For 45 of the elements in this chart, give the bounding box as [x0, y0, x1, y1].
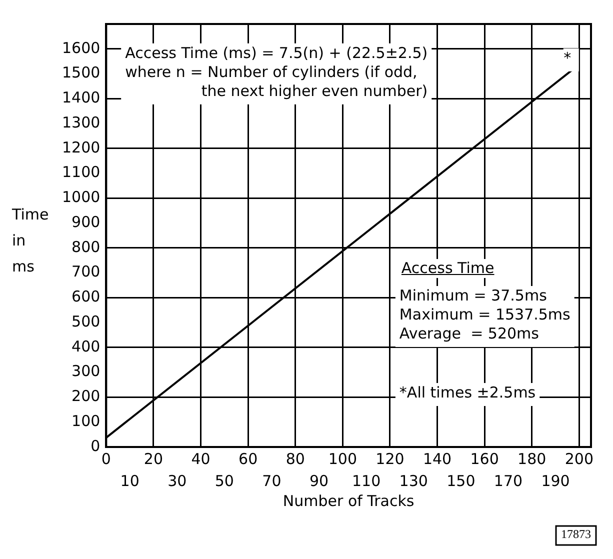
x2-tick-label: 110 [352, 472, 381, 490]
y-tick-label: 0 [90, 436, 100, 455]
y-tick-label: 1200 [62, 138, 100, 156]
y-tick-label: 1500 [62, 64, 100, 82]
x2-tick-label: 10 [120, 472, 140, 490]
y-tick-label: 1300 [62, 113, 100, 132]
x-tick-label: 20 [144, 450, 164, 468]
x-tick-label: 180 [518, 450, 546, 468]
x2-tick-label: 50 [214, 472, 234, 490]
x-tick-label: 140 [422, 450, 452, 468]
x2-tick-label: 130 [399, 472, 428, 490]
y-tick-label: 200 [72, 387, 100, 406]
y-tick-label: 900 [72, 212, 100, 231]
x2-tick-label: 170 [494, 472, 523, 490]
y-tick-label: 500 [72, 312, 100, 330]
x2-tick-label: 190 [541, 472, 570, 490]
x-tick-label: 40 [191, 450, 210, 468]
x-tick-label: 60 [238, 450, 258, 468]
y-tick-label: 400 [72, 337, 100, 356]
x-tick-label: 160 [470, 450, 499, 468]
y-tick-label: 600 [72, 288, 100, 306]
annotation: Access Time (ms) = 7.5(n) + (22.5±2.5) where n = Number of cylinders (if odd, the next higher even number) [125, 44, 428, 100]
x2-tick-label: 70 [262, 472, 282, 490]
annotation: *All times ±2.5ms [399, 383, 536, 402]
y-tick-label: 800 [72, 238, 100, 256]
x-tick-label: 120 [376, 450, 404, 468]
x-axis-title: Number of Tracks [282, 492, 414, 510]
x2-tick-label: 150 [446, 472, 476, 490]
text: 17873 [561, 527, 591, 542]
y-tick-label: 1100 [62, 163, 100, 182]
annotation: * [564, 48, 572, 67]
y-tick-label: 100 [72, 412, 100, 430]
x2-tick-label: 30 [168, 472, 187, 490]
x-tick-label: 200 [564, 450, 594, 468]
annotation: Access Time [397, 258, 498, 278]
y-tick-label: 700 [72, 262, 100, 281]
y-tick-label: 1000 [62, 188, 100, 206]
annotation: Minimum = 37.5ms Maximum = 1537.5ms Average = 520ms [399, 286, 571, 342]
y-tick-label: 1600 [62, 38, 100, 57]
y-tick-label: 1400 [62, 88, 100, 107]
x-tick-label: 100 [328, 450, 357, 468]
x-tick-label: 80 [286, 450, 305, 468]
y-axis-title: Time in ms [11, 206, 49, 276]
y-tick-label: 300 [72, 362, 100, 380]
x2-tick-label: 90 [309, 472, 329, 490]
